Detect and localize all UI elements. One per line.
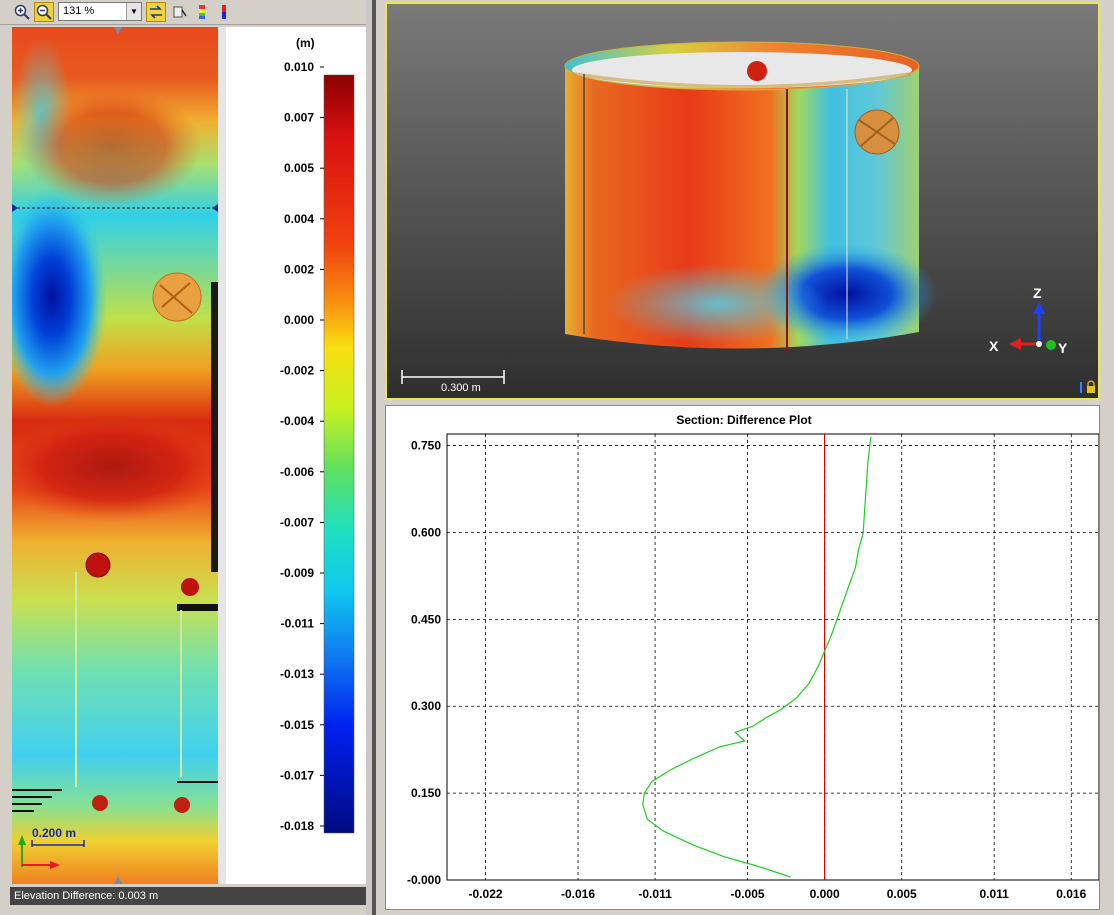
difference-plot-chart[interactable]: Section: Difference Plot -0.022 -0.016 -0.… xyxy=(386,406,1100,909)
x-tick-label: -0.005 xyxy=(731,887,765,901)
y-tick-label: 0.450 xyxy=(411,612,441,626)
x-tick-label: 0.016 xyxy=(1056,887,1086,901)
y-tick-label: 0.300 xyxy=(411,699,441,713)
axis-y-label: Y xyxy=(1058,340,1068,356)
3d-view[interactable]: 0.300 m Z X Y xyxy=(385,2,1100,400)
zoom-level-select[interactable]: 131 % ▼ xyxy=(58,2,142,21)
legend-tick-label: -0.004 xyxy=(280,414,314,428)
y-tick-label: 0.150 xyxy=(411,786,441,800)
y-tick-label: 0.750 xyxy=(411,439,441,453)
y-tick-label: 0.600 xyxy=(411,525,441,539)
map-divider[interactable] xyxy=(218,27,226,884)
chart-tick-labels: -0.022 -0.016 -0.011 -0.005 0.000 0.005 0.011 0… xyxy=(407,439,1087,901)
profile-tool-icon[interactable] xyxy=(170,2,190,22)
colorbar-icon[interactable] xyxy=(214,2,234,22)
left-panel-scrollbar[interactable] xyxy=(366,0,372,915)
map-toolbar: 131 % ▼ xyxy=(0,0,366,25)
zoom-out-icon[interactable] xyxy=(34,2,54,22)
axis-triad-icon: Z X Y xyxy=(989,285,1068,356)
x-tick-label: 0.000 xyxy=(810,887,840,901)
color-legend-graphic: (m) 0.010 0.007 0.005 0.004 0.002 0.000 -0.002… xyxy=(280,36,355,834)
difference-plot-panel: Section: Difference Plot -0.022 -0.016 -0.… xyxy=(385,405,1100,910)
3d-cylinder-render: 0.300 m Z X Y xyxy=(401,41,1095,394)
legend-tick-labels: 0.010 0.007 0.005 0.004 0.002 0.000 -0.002 -0.0… xyxy=(280,60,324,833)
legend-tick-label: 0.005 xyxy=(284,161,314,175)
y-tick-label: -0.000 xyxy=(407,873,441,887)
legend-tick-label: 0.004 xyxy=(284,212,314,226)
profile-tool-icon-glyph xyxy=(173,6,187,18)
x-tick-label: -0.011 xyxy=(638,887,672,901)
status-bar: Elevation Difference: 0.003 m xyxy=(10,887,366,905)
chart-grid xyxy=(447,434,1099,881)
legend-tick-label: 0.007 xyxy=(284,111,314,125)
legend-tick-label: -0.013 xyxy=(280,667,314,681)
x-tick-label: 0.005 xyxy=(887,887,917,901)
zoom-level-value: 131 % xyxy=(63,5,95,17)
chevron-down-icon[interactable]: ▼ xyxy=(126,3,141,20)
x-tick-label: -0.022 xyxy=(469,887,503,901)
x-tick-label: 0.011 xyxy=(979,887,1009,901)
legend-tick-label: -0.018 xyxy=(280,819,314,833)
sync-views-icon-glyph xyxy=(150,5,162,19)
elevation-map-panel: 131 % ▼ xyxy=(0,0,372,915)
sync-views-icon[interactable] xyxy=(146,2,166,22)
3d-scale-label: 0.300 m xyxy=(441,382,481,394)
legend-tick-label: 0.010 xyxy=(284,60,314,74)
status-text: Elevation Difference: 0.003 m xyxy=(14,890,159,902)
axis-x-label: X xyxy=(989,338,999,354)
legend-tick-label: -0.007 xyxy=(280,515,314,529)
legend-tick-label: -0.017 xyxy=(280,768,314,782)
colorbar-icon-glyph xyxy=(222,5,226,19)
lock-icon[interactable] xyxy=(1080,380,1095,393)
legend-tick-label: -0.002 xyxy=(280,364,314,378)
x-tick-label: -0.016 xyxy=(561,887,595,901)
zoom-in-icon[interactable] xyxy=(12,2,32,22)
elevation-map-image: 0.200 m xyxy=(0,27,232,884)
window-right-border xyxy=(1100,0,1114,915)
panel-splitter[interactable] xyxy=(372,0,376,915)
axis-z-label: Z xyxy=(1033,285,1042,301)
legend-tick-label: 0.002 xyxy=(284,262,314,276)
legend-tick-label: -0.011 xyxy=(281,617,315,631)
zoom-in-icon-glyph xyxy=(14,4,30,20)
legend-unit: (m) xyxy=(296,36,315,50)
zoom-out-icon-glyph xyxy=(36,4,52,20)
elevation-difference-map[interactable]: 0.200 m xyxy=(0,27,232,884)
series-line xyxy=(642,436,872,878)
legend-tick-label: -0.009 xyxy=(280,566,314,580)
legend-tick-label: 0.000 xyxy=(284,313,314,327)
legend-tick-label: -0.015 xyxy=(280,718,314,732)
color-legend-icon[interactable] xyxy=(192,2,212,22)
legend-tick-label: -0.006 xyxy=(280,465,314,479)
chart-title: Section: Difference Plot xyxy=(676,413,811,427)
map-scale-label: 0.200 m xyxy=(32,826,76,840)
color-legend: (m) 0.010 0.007 0.005 0.004 0.002 0.000 -0.002… xyxy=(226,27,366,884)
color-legend-icon-glyph xyxy=(199,5,205,19)
